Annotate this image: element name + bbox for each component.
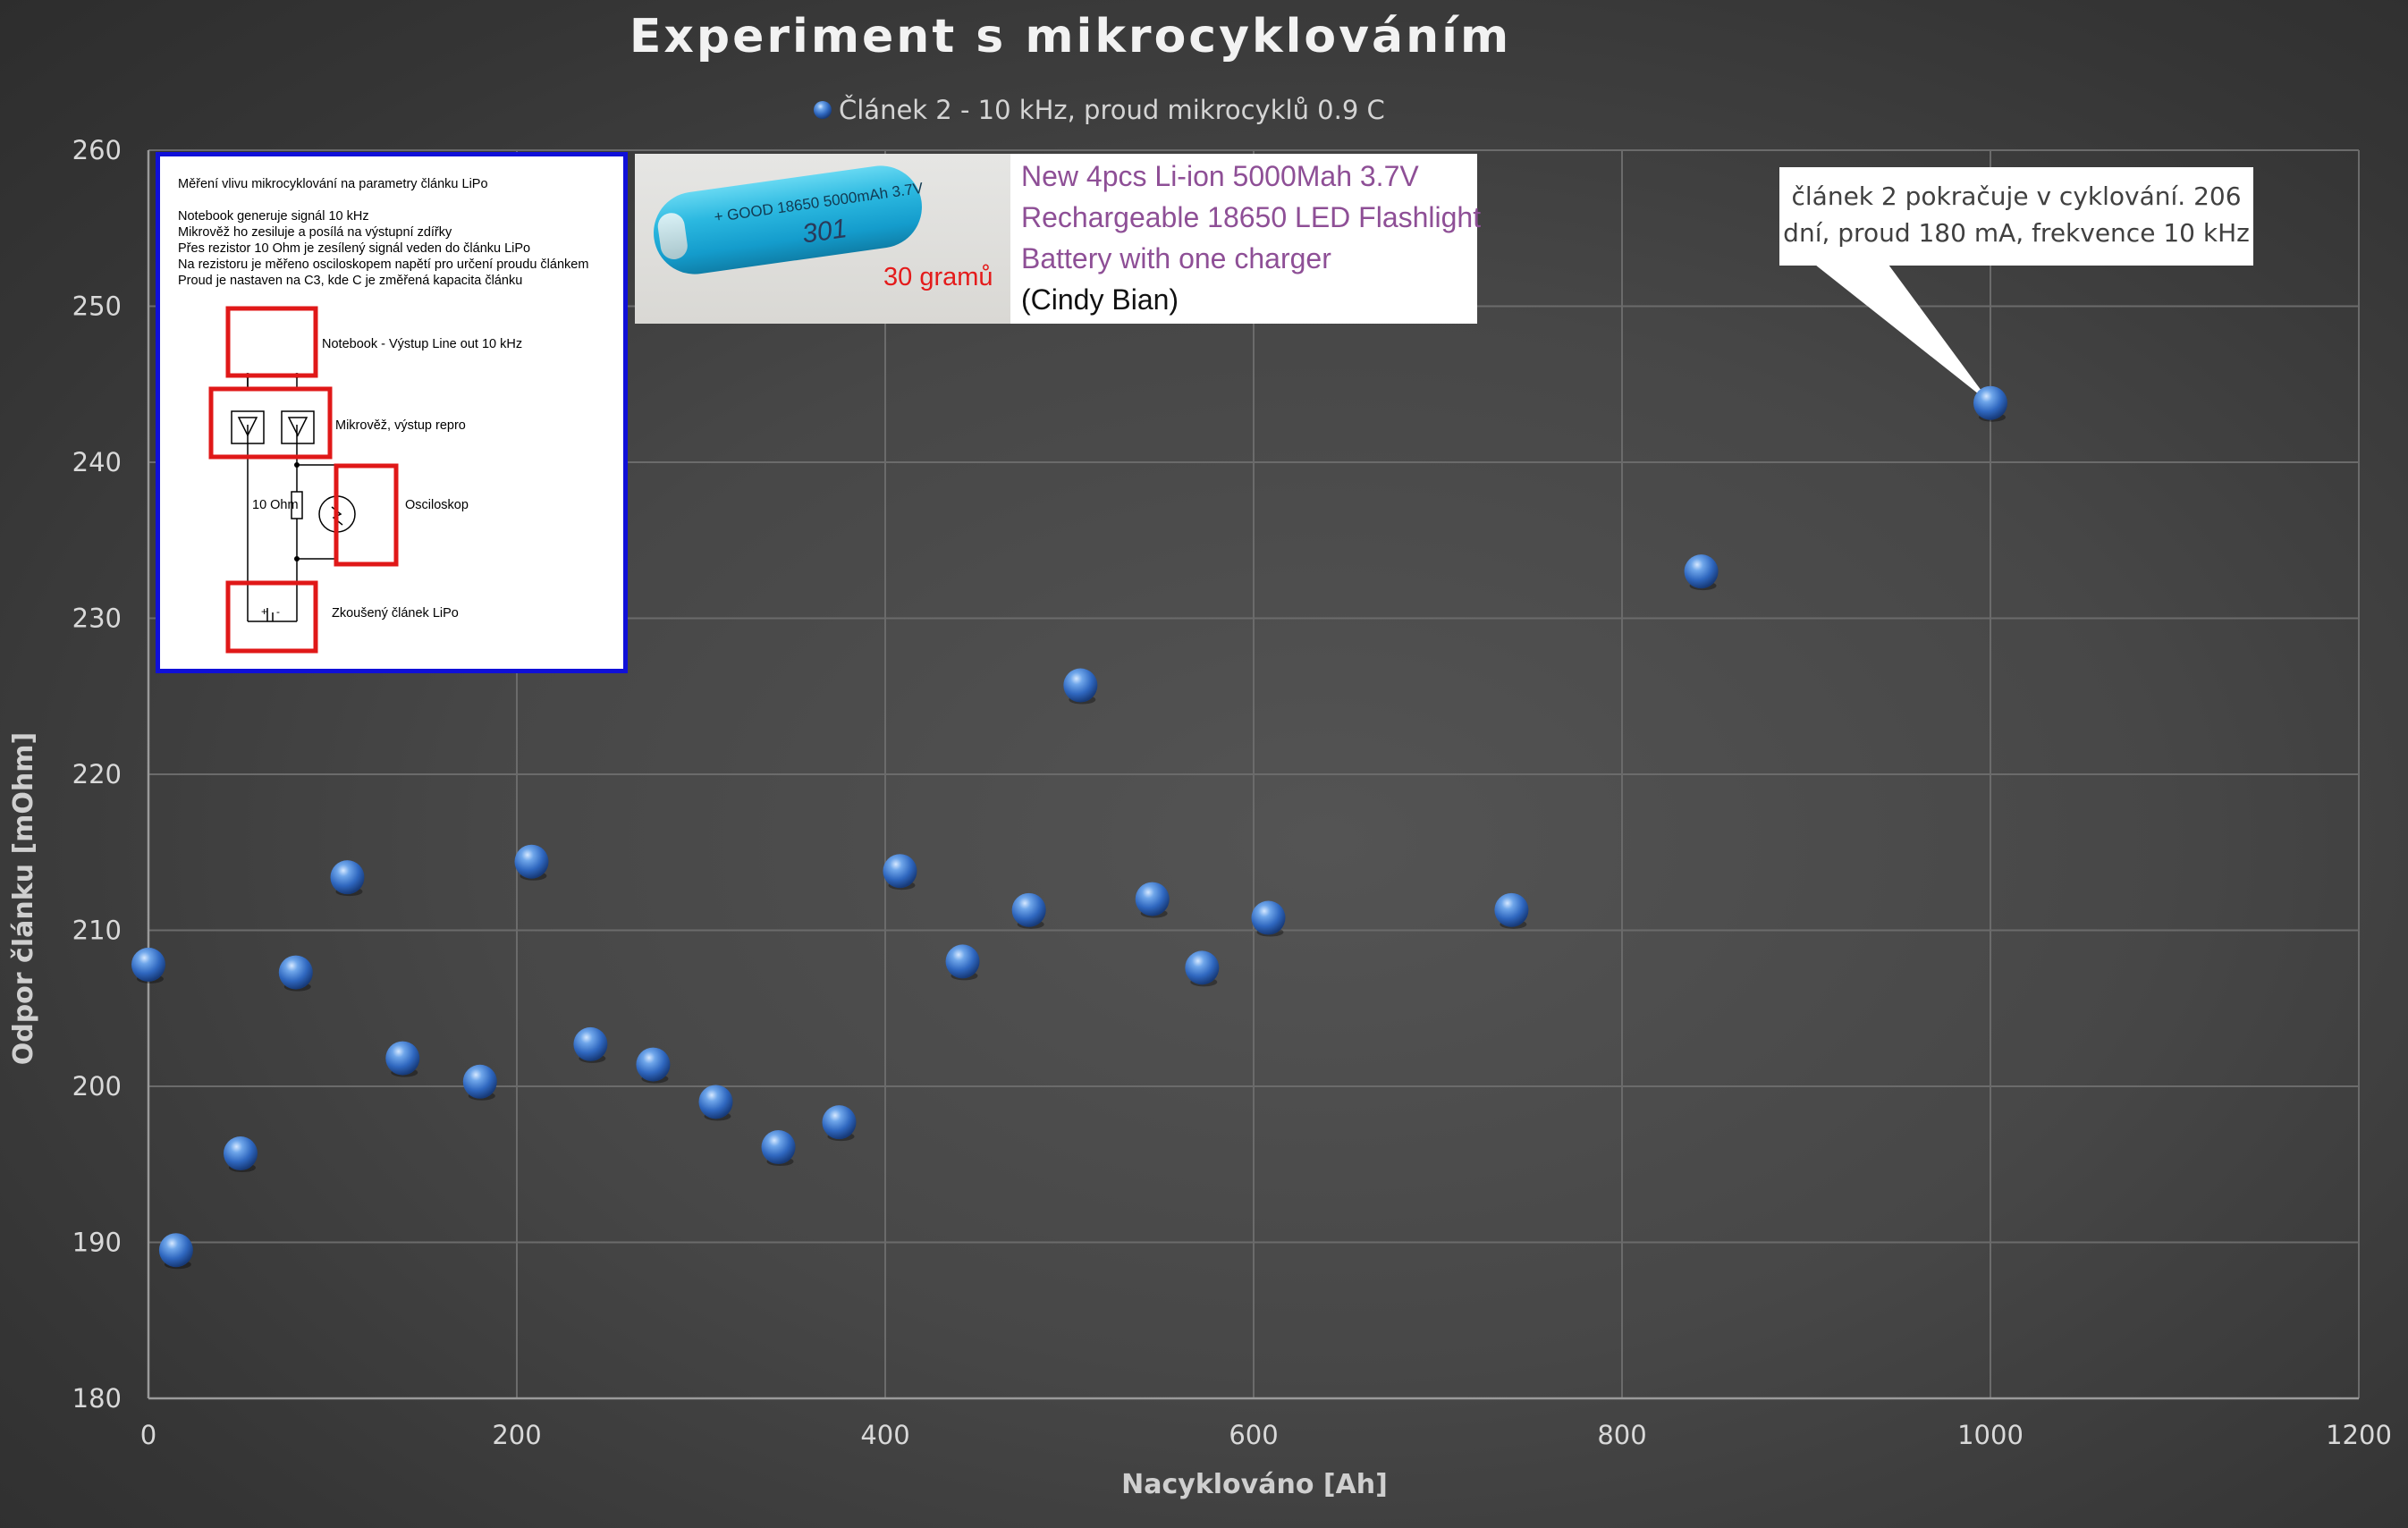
schematic-line: Přes rezistor 10 Ohm je zesílený signál … xyxy=(178,241,531,256)
svg-text:+: + xyxy=(261,605,267,618)
y-tick-label: 220 xyxy=(72,759,122,789)
battery-cap xyxy=(655,211,689,261)
data-point xyxy=(462,1064,497,1099)
y-tick-label: 200 xyxy=(72,1071,122,1102)
battery-handwriting: 301 xyxy=(800,214,849,249)
data-point xyxy=(1251,900,1286,935)
product-description-line: Rechargeable 18650 LED Flashlight xyxy=(1021,201,1482,233)
data-point xyxy=(883,854,917,889)
schematic-line: Mikrověž ho zesiluje a posílá na výstupn… xyxy=(178,225,452,240)
schematic-label-notebook: Notebook - Výstup Line out 10 kHz xyxy=(322,337,523,351)
data-point xyxy=(1063,668,1098,703)
data-point xyxy=(385,1041,420,1076)
product-description: New 4pcs Li-ion 5000Mah 3.7V Rechargeabl… xyxy=(1021,156,1481,320)
x-tick-label: 1200 xyxy=(2326,1420,2392,1450)
y-tick-label: 230 xyxy=(72,604,122,634)
data-point xyxy=(1684,554,1719,589)
y-tick-label: 180 xyxy=(72,1383,122,1414)
y-tick-label: 250 xyxy=(72,291,122,322)
data-point xyxy=(224,1136,258,1171)
schematic-label-scope: Osciloskop xyxy=(405,498,469,512)
svg-text:-: - xyxy=(276,605,280,618)
data-point xyxy=(636,1047,671,1082)
x-tick-label: 200 xyxy=(492,1420,541,1450)
data-point xyxy=(822,1105,857,1140)
schematic-line: Na rezistoru je měřeno osciloskopem napě… xyxy=(178,257,589,272)
y-tick-label: 240 xyxy=(72,447,122,477)
data-point xyxy=(1973,385,2007,420)
data-point xyxy=(573,1026,608,1061)
data-point xyxy=(698,1085,733,1119)
legend-marker xyxy=(814,101,832,119)
callout-annotation: článek 2 pokračuje v cyklování. 206 dní,… xyxy=(1779,167,2253,266)
schematic-label-cell: Zkoušený článek LiPo xyxy=(332,606,459,620)
battery-weight: 30 gramů xyxy=(883,263,993,291)
product-description-line: New 4pcs Li-ion 5000Mah 3.7V xyxy=(1021,160,1419,192)
schematic-line: Notebook generuje signál 10 kHz xyxy=(178,209,369,224)
circuit-schematic-inset: Měření vlivu mikrocyklování na parametry… xyxy=(156,152,628,673)
product-author: (Cindy Bian) xyxy=(1021,283,1179,316)
schematic-label-amplifier: Mikrověž, výstup repro xyxy=(335,418,466,433)
data-point xyxy=(278,955,313,990)
data-point xyxy=(131,947,165,982)
chart-title: Experiment s mikrocyklováním xyxy=(629,10,1511,63)
y-tick-label: 190 xyxy=(72,1228,122,1258)
x-tick-label: 800 xyxy=(1597,1420,1646,1450)
data-point xyxy=(945,944,980,979)
y-tick-label: 210 xyxy=(72,916,122,946)
x-tick-label: 600 xyxy=(1229,1420,1278,1450)
battery-product-inset: + GOOD 18650 5000mAh 3.7V 301 30 gramů N… xyxy=(635,154,1481,324)
data-point xyxy=(1185,950,1220,985)
callout-pointer xyxy=(1815,265,1991,404)
data-point xyxy=(330,860,365,895)
chart-axes xyxy=(147,150,2359,1400)
y-axis-label: Odpor článku [mOhm] xyxy=(8,732,39,1066)
y-axis-ticks: 180 190 200 210 220 230 240 250 260 xyxy=(72,135,122,1414)
product-description-line: Battery with one charger xyxy=(1021,242,1331,274)
data-point xyxy=(158,1233,193,1268)
callout-line: článek 2 pokračuje v cyklování. 206 xyxy=(1791,182,2242,211)
x-axis-label: Nacyklováno [Ah] xyxy=(1121,1469,1388,1500)
data-point xyxy=(1494,892,1529,927)
schematic-title: Měření vlivu mikrocyklování na parametry… xyxy=(178,177,488,191)
data-points xyxy=(131,385,2007,1270)
x-tick-label: 0 xyxy=(140,1420,156,1450)
schematic-label-resistor: 10 Ohm xyxy=(252,498,299,512)
schematic-line: Proud je nastaven na C3, kde C je změřen… xyxy=(178,274,523,288)
data-point xyxy=(1011,892,1046,927)
chart-legend: Článek 2 - 10 kHz, proud mikrocyklů 0.9 … xyxy=(814,95,1385,125)
data-point xyxy=(514,844,549,879)
x-tick-label: 1000 xyxy=(1957,1420,2024,1450)
x-axis-ticks: 0 200 400 600 800 1000 1200 xyxy=(140,1420,2392,1450)
battery-photo: + GOOD 18650 5000mAh 3.7V 301 30 gramů xyxy=(635,154,1010,324)
callout-line: dní, proud 180 mA, frekvence 10 kHz xyxy=(1783,218,2250,248)
y-tick-label: 260 xyxy=(72,135,122,165)
legend-label: Článek 2 - 10 kHz, proud mikrocyklů 0.9 … xyxy=(839,95,1385,125)
data-point xyxy=(761,1130,796,1165)
schematic-diagram: + - xyxy=(208,306,399,654)
x-tick-label: 400 xyxy=(860,1420,909,1450)
data-point xyxy=(1135,882,1170,916)
battery-image: + GOOD 18650 5000mAh 3.7V 301 xyxy=(648,160,927,280)
